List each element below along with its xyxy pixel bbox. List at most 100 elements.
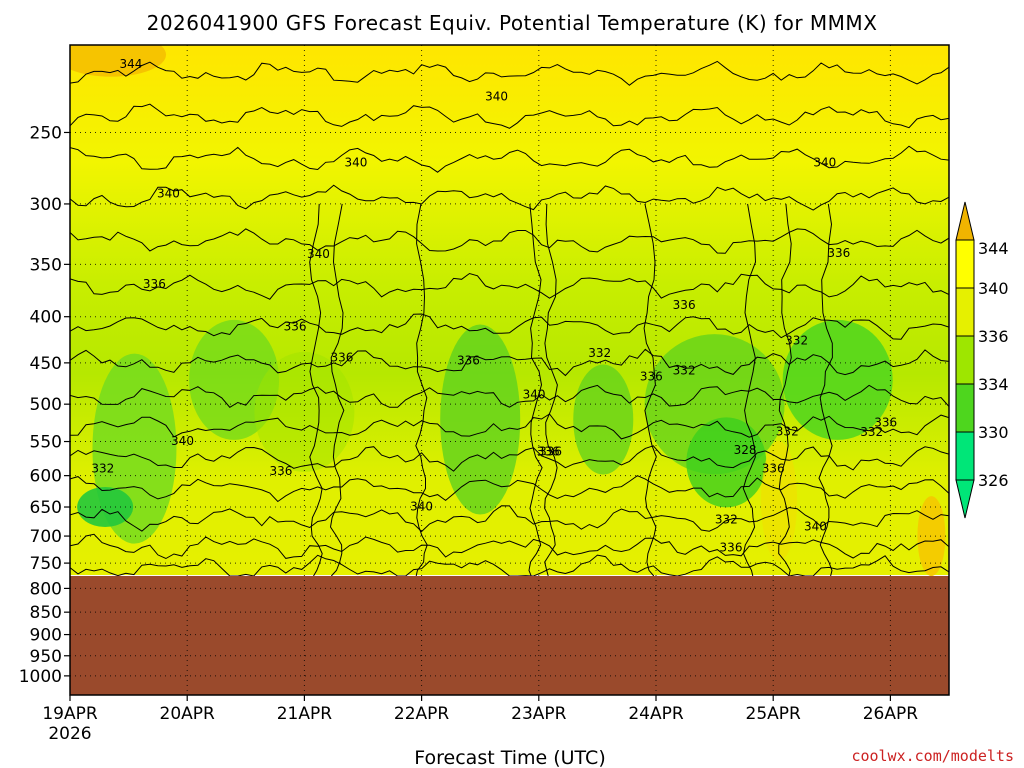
- y-tick-label: 250: [30, 123, 62, 143]
- contour-label: 340: [804, 519, 827, 533]
- field-blob: [573, 364, 634, 475]
- contour-label: 328: [734, 443, 757, 457]
- contour-line: [70, 228, 949, 254]
- field-blob: [917, 496, 946, 577]
- y-tick-label: 450: [30, 354, 62, 374]
- contour-line: [544, 203, 558, 577]
- contour-label: 340: [307, 247, 330, 261]
- chart-title: 2026041900 GFS Forecast Equiv. Potential…: [147, 11, 878, 35]
- colorbar: 344 340 336 334 330 326: [955, 201, 1009, 519]
- x-tick-label: 19APR: [42, 704, 98, 724]
- contour-line: [70, 103, 949, 129]
- contour-line: [329, 203, 345, 577]
- contour-line: [818, 203, 833, 577]
- contour-label: 336: [640, 370, 663, 384]
- contour-line: [70, 384, 949, 408]
- credit-link[interactable]: coolwx.com/modelts: [851, 747, 1014, 765]
- x-tick-label: 21APR: [277, 704, 333, 724]
- colorbar-segment: [955, 383, 975, 433]
- colorbar-tick-label: 334: [978, 375, 1009, 394]
- contour-lines: [70, 60, 949, 577]
- contour-label: 332: [776, 424, 799, 438]
- plot-background: [70, 45, 949, 575]
- contour-line: [70, 60, 949, 86]
- colorbar-tick-label: 330: [978, 423, 1009, 442]
- x-axis-label: Forecast Time (UTC): [414, 747, 605, 768]
- contour-label: 332: [860, 425, 883, 439]
- y-tick-label: 750: [30, 554, 62, 574]
- y-tick-label: 700: [30, 527, 62, 547]
- colorbar-tick-label: 344: [978, 239, 1009, 258]
- colorbar-extend-bottom: [955, 479, 975, 519]
- contour-line: [528, 203, 543, 577]
- contour-label: 340: [345, 156, 368, 170]
- contour-line: [643, 203, 657, 577]
- contour-label: 340: [523, 388, 546, 402]
- x-axis: 19APR 20APR 21APR 22APR 23APR 24APR 25APR 26APR: [42, 695, 918, 724]
- contour-line: [70, 145, 949, 173]
- contour-line: [70, 413, 949, 440]
- x-axis-year: 2026: [48, 724, 91, 744]
- y-tick-label: 950: [30, 647, 62, 667]
- contour-line: [70, 475, 949, 503]
- y-tick-label: 600: [30, 467, 62, 487]
- contour-labels: 344 340 340 340 340 340 336 336 336 336 336 336 336 3…: [91, 57, 897, 555]
- y-tick-label: 900: [30, 626, 62, 646]
- contour-label: 340: [410, 499, 433, 513]
- field-blob: [686, 417, 767, 508]
- contour-line: [70, 445, 949, 472]
- x-tick-label: 25APR: [746, 704, 802, 724]
- contour-label: 336: [284, 319, 307, 333]
- contour-label: 336: [827, 246, 850, 260]
- contour-label: 340: [171, 434, 194, 448]
- field-blob: [440, 324, 521, 515]
- contour-label: 332: [673, 364, 696, 378]
- colorbar-tick-label: 326: [978, 471, 1009, 490]
- x-tick-label: 22APR: [394, 704, 450, 724]
- contour-label: 332: [91, 461, 114, 475]
- contour-label: 340: [157, 186, 180, 200]
- y-tick-label: 650: [30, 498, 62, 518]
- y-tick-label: 300: [30, 195, 62, 215]
- colorbar-segment: [955, 239, 975, 289]
- contour-line: [70, 184, 949, 211]
- contour-label: 336: [762, 461, 785, 475]
- field-blob: [782, 319, 893, 440]
- contour-label: 336: [330, 351, 353, 365]
- contour-label: 344: [119, 57, 142, 71]
- colorbar-tick-label: 340: [978, 279, 1009, 298]
- contour-label: 336: [143, 277, 166, 291]
- colorbar-segment: [955, 431, 975, 481]
- field-blob: [254, 351, 355, 472]
- y-tick-label: 550: [30, 433, 62, 453]
- contour-line: [70, 533, 949, 560]
- grid-lines: [70, 45, 949, 695]
- field-blobs: [70, 45, 946, 577]
- contour-label: 340: [813, 156, 836, 170]
- ground-below-surface: [70, 575, 949, 695]
- contour-label: 332: [588, 346, 611, 360]
- y-tick-label: 1000: [19, 667, 62, 687]
- y-axis: 250 300 350 400 450 500 550 600 650 700 750 800 850 9…: [19, 123, 70, 687]
- contour-label: 332: [785, 333, 808, 347]
- y-tick-label: 500: [30, 395, 62, 415]
- contour-label: 336: [673, 298, 696, 312]
- contour-line: [309, 203, 323, 577]
- x-tick-label: 24APR: [628, 704, 684, 724]
- contour-label: 336: [537, 444, 560, 458]
- contour-line: [415, 203, 428, 577]
- colorbar-segment: [955, 287, 975, 337]
- contour-label: 336: [720, 541, 743, 555]
- y-tick-label: 800: [30, 579, 62, 599]
- x-tick-label: 20APR: [160, 704, 216, 724]
- contour-line: [70, 272, 949, 300]
- colorbar-tick-label: 336: [978, 327, 1009, 346]
- plot-frame: [69, 44, 950, 696]
- x-tick-label: 26APR: [863, 704, 919, 724]
- contour-line: [70, 313, 949, 340]
- contour-label: 336: [270, 464, 293, 478]
- contour-label: 332: [715, 512, 738, 526]
- field-blob: [70, 45, 167, 77]
- x-tick-label: 23APR: [511, 704, 567, 724]
